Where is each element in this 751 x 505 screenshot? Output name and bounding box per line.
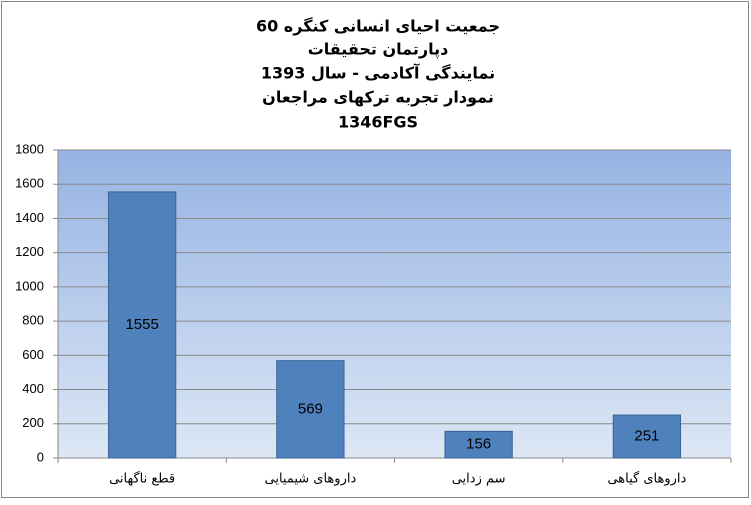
y-tick-label: 0 <box>37 449 44 464</box>
value-label: 569 <box>298 400 323 417</box>
y-tick-label: 600 <box>22 347 44 362</box>
bar <box>276 360 345 459</box>
x-tick-label: سم زدایی <box>452 472 506 487</box>
bar <box>444 430 513 459</box>
chart-title: نمودار تجربه ترکهای مراجعان <box>262 88 494 107</box>
y-tick-label: 1200 <box>15 244 44 259</box>
bar <box>107 191 177 459</box>
y-tick-label: 400 <box>22 381 44 396</box>
chart-title: دپارتمان تحقیقات <box>308 40 449 60</box>
x-tick-label: قطع ناگهانی <box>109 471 175 487</box>
y-tick-label: 1400 <box>15 210 44 225</box>
value-label: 1555 <box>125 316 158 333</box>
y-tick-label: 1600 <box>15 176 44 191</box>
chart-title: جمعیت احیای انسانی کنگره 60 <box>256 17 500 36</box>
chart-title: 1346FGS <box>338 113 418 132</box>
y-tick-label: 1000 <box>15 278 44 293</box>
x-tick-label: داروهای گیاهی <box>607 471 686 487</box>
y-tick-label: 1800 <box>15 141 44 156</box>
y-tick-label: 200 <box>22 415 44 430</box>
x-tick-label: داروهای شیمیایی <box>265 472 357 487</box>
chart-title: نمایندگی آکادمی - سال 1393 <box>261 63 495 83</box>
value-label: 251 <box>634 427 659 444</box>
bar <box>612 414 682 459</box>
y-tick-label: 800 <box>22 313 44 328</box>
value-label: 156 <box>466 436 491 453</box>
